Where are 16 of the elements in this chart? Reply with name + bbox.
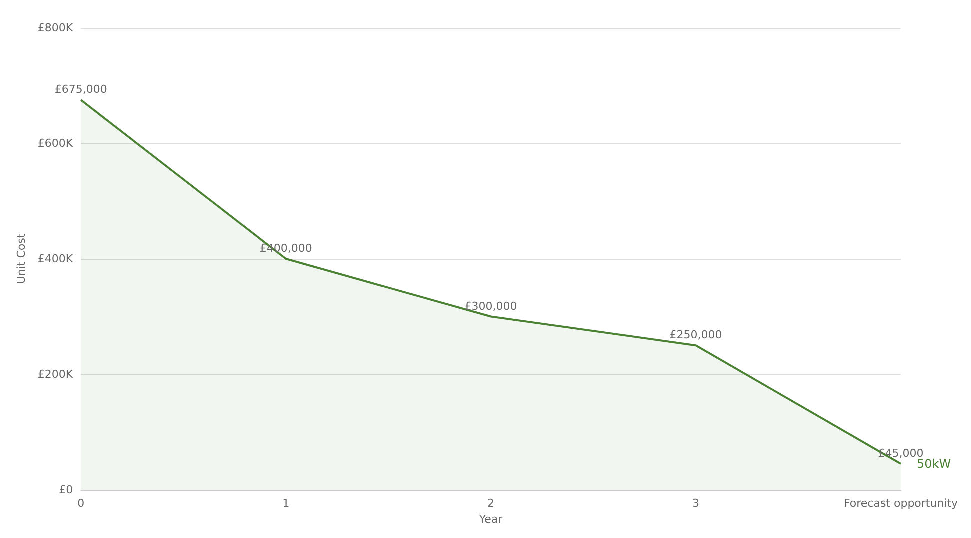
y-tick-label: £400K	[38, 252, 74, 266]
data-label: £250,000	[670, 328, 722, 342]
y-tick-label: £200K	[38, 368, 74, 381]
y-tick-label: £800K	[38, 22, 74, 34]
y-axis-title: Unit Cost	[15, 233, 28, 284]
data-label: £675,000	[54, 83, 108, 96]
x-tick-label: Forecast opportunity	[844, 497, 959, 510]
y-tick-label: £0	[59, 484, 74, 496]
series-label: 50kW	[917, 457, 952, 472]
x-tick-label: 1	[282, 497, 290, 510]
x-tick-label: 0	[78, 497, 85, 510]
x-tick-label: 3	[692, 497, 700, 510]
y-tick-label: £600K	[38, 137, 74, 150]
x-axis-title: Year	[478, 513, 504, 526]
x-tick-label: 2	[488, 497, 495, 510]
data-label: £300,000	[464, 300, 518, 313]
